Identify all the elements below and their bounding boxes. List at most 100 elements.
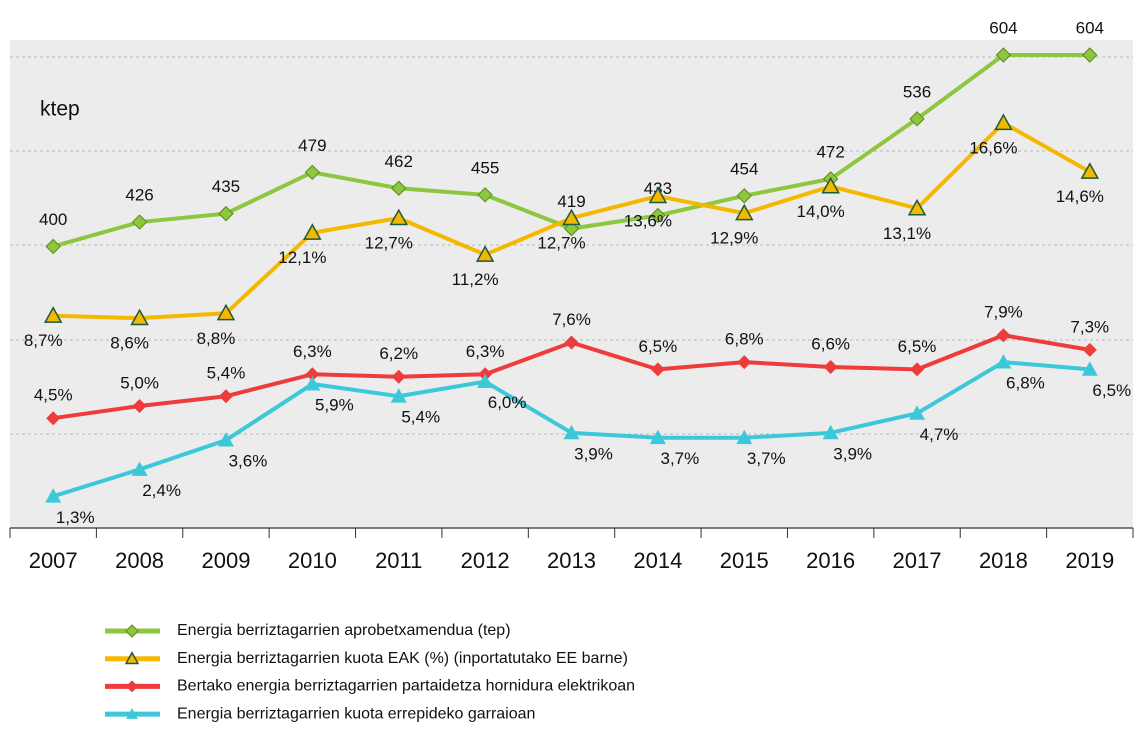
data-label: 7,9% (984, 303, 1023, 322)
x-tick-label: 2018 (979, 548, 1028, 573)
marker (995, 47, 1012, 63)
data-label: 6,5% (898, 337, 937, 356)
marker (907, 198, 927, 216)
data-label: 8,6% (110, 334, 149, 353)
marker (734, 203, 754, 221)
marker (477, 187, 493, 203)
legend-marker (126, 708, 138, 719)
marker (130, 308, 149, 326)
marker (477, 373, 494, 388)
marker (650, 207, 666, 224)
marker (822, 424, 839, 440)
data-label: 14,0% (797, 202, 845, 221)
x-tick-label: 2012 (461, 548, 510, 573)
data-label: 14,6% (1056, 187, 1104, 206)
marker (304, 376, 321, 391)
marker (909, 405, 926, 420)
marker (391, 180, 407, 196)
marker (218, 205, 234, 222)
marker (1082, 342, 1097, 357)
x-tick-label: 2016 (806, 548, 855, 573)
data-label: 604 (989, 18, 1017, 37)
x-tick-label: 2007 (29, 548, 78, 573)
x-tick-label: 2019 (1065, 548, 1114, 573)
marker (389, 208, 409, 226)
x-tick-label: 2014 (633, 548, 682, 573)
marker (564, 335, 579, 350)
data-label: 6,0% (488, 393, 527, 412)
data-label: 6,5% (639, 337, 678, 356)
x-tick-label: 2017 (893, 548, 942, 573)
data-label: 455 (471, 158, 499, 177)
data-label: 6,8% (725, 330, 764, 349)
x-tick-label: 2010 (288, 548, 337, 573)
marker (132, 399, 147, 413)
plot-area (10, 40, 1133, 528)
marker (994, 113, 1013, 131)
data-label: 4,5% (34, 386, 73, 405)
marker (996, 328, 1011, 343)
y-axis-label: ktep (40, 98, 80, 121)
data-label: 604 (1076, 18, 1104, 37)
marker (131, 214, 148, 230)
data-label: 6,8% (1006, 374, 1045, 393)
marker (45, 488, 62, 503)
legend-label: Energia berriztagarrien aprobetxamendua … (177, 622, 511, 639)
marker (45, 238, 61, 255)
data-label: 6,3% (466, 342, 505, 361)
data-label: 6,3% (293, 342, 332, 361)
data-label: 479 (298, 136, 326, 155)
data-label: 7,3% (1070, 317, 1109, 336)
data-label: 5,4% (401, 408, 440, 427)
marker (131, 461, 148, 476)
marker (216, 303, 236, 321)
data-label: 3,7% (747, 449, 786, 468)
marker (43, 306, 63, 323)
marker (391, 369, 406, 384)
data-label: 13,1% (883, 224, 931, 243)
legend-marker (124, 651, 140, 665)
marker (909, 111, 925, 127)
data-label: 6,6% (811, 334, 850, 353)
marker (650, 362, 665, 377)
data-label: 454 (730, 159, 758, 178)
legend-label: Energia berriztagarrien kuota EAK (%) (i… (177, 650, 628, 667)
data-label: 13,6% (624, 212, 672, 231)
data-label: 1,3% (56, 508, 95, 527)
marker (648, 186, 668, 204)
marker (563, 424, 580, 440)
x-tick-label: 2009 (201, 548, 250, 573)
data-label: 5,9% (315, 396, 354, 415)
data-label: 400 (39, 210, 67, 229)
legend-marker (125, 624, 139, 638)
data-label: 3,9% (574, 444, 613, 463)
data-label: 3,6% (229, 452, 268, 471)
data-label: 3,9% (833, 444, 872, 463)
x-tick-label: 2015 (720, 548, 769, 573)
data-label: 6,2% (379, 344, 418, 363)
data-label: 16,6% (969, 138, 1017, 157)
marker (821, 176, 840, 194)
data-label: 419 (557, 192, 585, 211)
data-label: 12,7% (365, 234, 413, 253)
marker (1082, 47, 1098, 63)
data-label: 426 (125, 186, 153, 205)
data-label: 462 (385, 152, 413, 171)
data-label: 3,7% (661, 449, 700, 468)
data-label: 536 (903, 82, 931, 101)
marker (390, 388, 407, 403)
data-label: 12,7% (537, 234, 585, 253)
marker (303, 223, 322, 240)
marker (218, 389, 233, 404)
marker (737, 355, 752, 370)
marker (46, 411, 61, 426)
marker (649, 429, 666, 445)
data-label: 4,7% (920, 425, 959, 444)
data-label: 8,7% (24, 331, 63, 350)
marker (736, 429, 753, 445)
x-tick-label: 2011 (375, 548, 422, 573)
marker (475, 245, 495, 262)
data-label: 5,0% (120, 373, 159, 392)
data-label: 472 (816, 142, 844, 161)
